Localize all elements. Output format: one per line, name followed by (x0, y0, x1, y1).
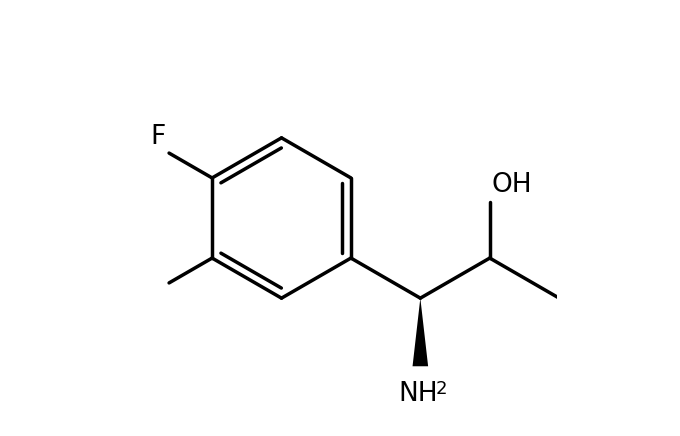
Text: F: F (150, 124, 166, 150)
Text: OH: OH (492, 172, 532, 198)
Polygon shape (413, 298, 428, 366)
Text: NH: NH (398, 382, 438, 407)
Text: 2: 2 (435, 380, 447, 398)
